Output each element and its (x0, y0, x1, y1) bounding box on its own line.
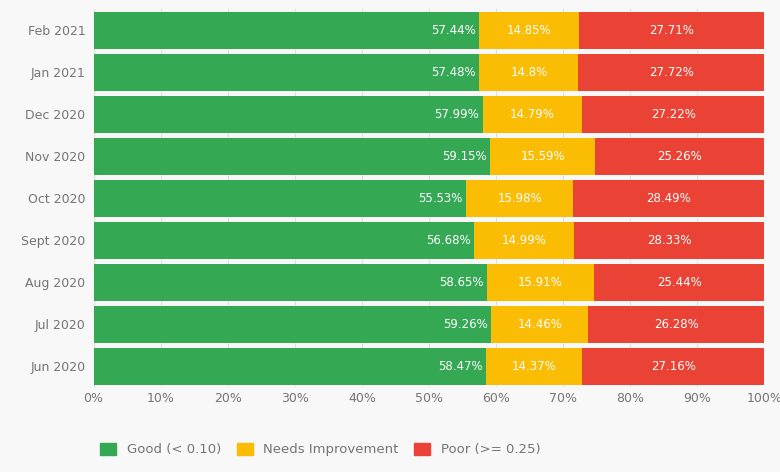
Text: 14.46%: 14.46% (517, 318, 562, 330)
Bar (582, 96, 764, 133)
Bar (579, 12, 764, 49)
Text: 27.16%: 27.16% (651, 360, 696, 372)
Bar (582, 347, 764, 385)
Text: 27.22%: 27.22% (651, 108, 696, 121)
Bar (573, 180, 764, 217)
Text: 58.47%: 58.47% (438, 360, 483, 372)
Text: 15.91%: 15.91% (518, 276, 562, 289)
Text: 57.99%: 57.99% (434, 108, 479, 121)
Bar (94, 54, 479, 91)
Bar (94, 306, 491, 343)
Bar (487, 264, 594, 301)
Bar (94, 222, 473, 259)
Text: 26.28%: 26.28% (654, 318, 699, 330)
Bar (94, 12, 479, 49)
Bar (479, 54, 579, 91)
Text: 15.98%: 15.98% (498, 192, 542, 205)
Bar (588, 306, 764, 343)
Text: 25.44%: 25.44% (657, 276, 701, 289)
Text: 28.49%: 28.49% (647, 192, 691, 205)
Text: 27.72%: 27.72% (649, 66, 694, 79)
Bar (94, 264, 487, 301)
Text: 55.53%: 55.53% (418, 192, 463, 205)
Bar (491, 138, 595, 175)
Bar (579, 54, 764, 91)
Bar (486, 347, 582, 385)
Text: 15.59%: 15.59% (520, 150, 565, 163)
Text: 58.65%: 58.65% (439, 276, 484, 289)
Bar (94, 180, 466, 217)
Text: 14.8%: 14.8% (510, 66, 548, 79)
Bar (94, 347, 486, 385)
Text: 14.99%: 14.99% (502, 234, 547, 247)
Text: 14.79%: 14.79% (510, 108, 555, 121)
Text: 14.85%: 14.85% (506, 24, 551, 37)
Text: 14.37%: 14.37% (512, 360, 556, 372)
Bar (574, 222, 764, 259)
Text: 59.26%: 59.26% (443, 318, 488, 330)
Text: 27.71%: 27.71% (649, 24, 694, 37)
Bar (94, 96, 483, 133)
Bar (483, 96, 582, 133)
Text: 56.68%: 56.68% (426, 234, 470, 247)
Legend: Good (< 0.10), Needs Improvement, Poor (>= 0.25): Good (< 0.10), Needs Improvement, Poor (… (100, 443, 541, 456)
Bar (594, 264, 764, 301)
Bar (94, 138, 491, 175)
Text: 59.15%: 59.15% (442, 150, 487, 163)
Bar (479, 12, 579, 49)
Bar (595, 138, 764, 175)
Bar (491, 306, 588, 343)
Bar (473, 222, 574, 259)
Text: 25.26%: 25.26% (658, 150, 702, 163)
Bar (466, 180, 573, 217)
Text: 57.44%: 57.44% (431, 24, 476, 37)
Text: 57.48%: 57.48% (431, 66, 476, 79)
Text: 28.33%: 28.33% (647, 234, 692, 247)
